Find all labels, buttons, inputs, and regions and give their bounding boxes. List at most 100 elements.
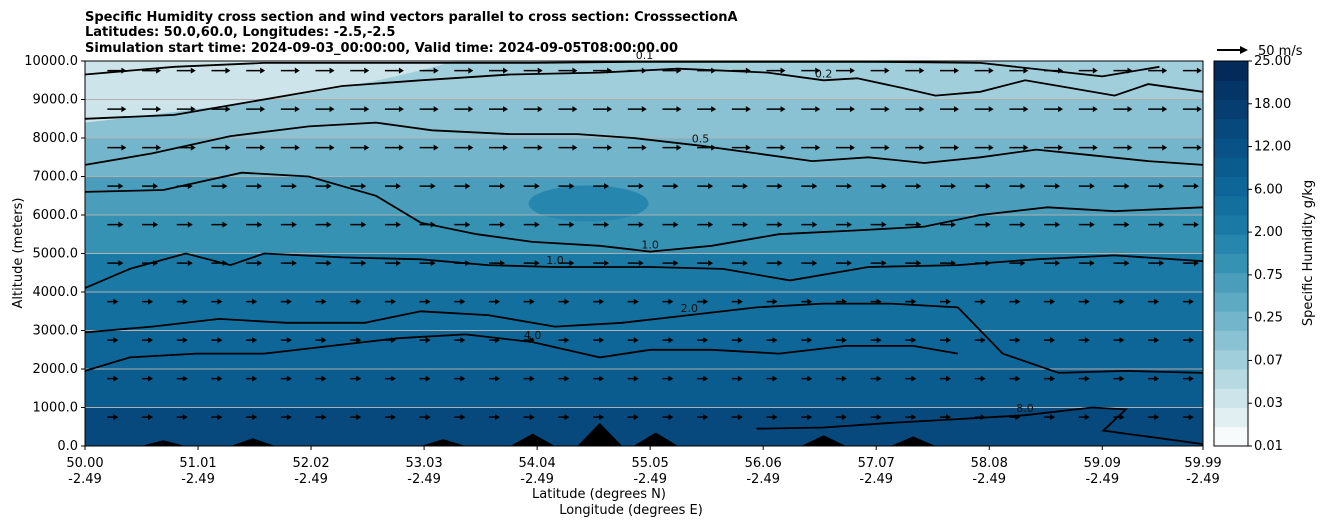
wind-arrow-head: [815, 67, 821, 74]
wind-arrow-head: [217, 337, 223, 344]
wind-arrow-head: [182, 337, 188, 344]
wind-arrow-head: [500, 260, 506, 267]
colorbar-tick-label: 0.25: [1254, 311, 1283, 326]
wind-arrow-head: [529, 337, 535, 344]
wind-arrow-head: [1159, 221, 1165, 228]
x-axis-label-latitude: Latitude (degrees N): [532, 487, 666, 502]
wind-arrow-head: [599, 375, 605, 382]
colorbar-tick-label: 6.00: [1254, 182, 1283, 197]
humidity-band: [85, 292, 1203, 331]
wind-arrow-head: [1188, 414, 1194, 421]
wind-arrow-head: [465, 221, 471, 228]
y-tick-label: 4000.0: [33, 285, 79, 300]
wind-arrow-head: [849, 144, 855, 151]
x-tick-label-lat: 55.05: [632, 456, 669, 471]
wind-arrow-head: [599, 414, 605, 421]
wind-arrow-head: [1023, 106, 1029, 113]
wind-arrow-head: [604, 221, 610, 228]
wind-arrow-head: [1162, 106, 1168, 113]
x-tick-label-lon: -2.49: [859, 472, 893, 487]
wind-arrow-head: [503, 106, 509, 113]
wind-arrow-head: [425, 337, 431, 344]
wind-arrow-head: [529, 375, 535, 382]
wind-arrow-head: [815, 106, 821, 113]
wind-arrow-head: [846, 221, 852, 228]
wind-arrow-head: [772, 375, 778, 382]
wind-arrow-head: [711, 144, 717, 151]
wind-arrow-head: [148, 337, 154, 344]
wind-arrow-head: [156, 144, 162, 151]
wind-arrow-head: [772, 337, 778, 344]
colorbar-segment: [1214, 99, 1248, 120]
wind-arrow-head: [745, 144, 751, 151]
colorbar-tick-label: 18.00: [1254, 97, 1291, 112]
wind-arrow-head: [919, 67, 925, 74]
colorbar: [1213, 60, 1249, 447]
wind-arrow-head: [1154, 337, 1160, 344]
wind-arrow-head: [252, 298, 258, 305]
wind-arrow-head: [222, 221, 228, 228]
x-tick-label-lat: 54.04: [519, 456, 556, 471]
contour-line-4.0: [84, 333, 959, 372]
colorbar-segment: [1214, 118, 1248, 139]
contour-label: 8.0: [1016, 402, 1034, 415]
wind-arrow-head: [572, 67, 578, 74]
colorbar-segment: [1214, 157, 1248, 177]
wind-arrow-head: [260, 67, 266, 74]
quiver-key-arrow-head: [1240, 46, 1248, 54]
colorbar-segment: [1214, 215, 1248, 235]
wind-arrow-head: [569, 221, 575, 228]
wind-arrow-head: [954, 67, 960, 74]
x-tick-label-lat: 52.02: [292, 456, 329, 471]
wind-arrow-head: [1089, 221, 1095, 228]
wind-arrow-head: [1015, 414, 1021, 421]
wind-arrow-head: [911, 375, 917, 382]
wind-arrow-head: [780, 144, 786, 151]
wind-arrow-head: [326, 183, 332, 190]
wind-arrow-head: [121, 106, 127, 113]
wind-arrow-head: [745, 106, 751, 113]
wind-arrow-head: [951, 183, 957, 190]
wind-arrow-head: [1050, 337, 1056, 344]
wind-arrow-head: [182, 414, 188, 421]
wind-arrow-head: [1124, 221, 1130, 228]
wind-arrow-head: [988, 67, 994, 74]
wind-arrow-head: [812, 183, 818, 190]
x-tick-label-lon: -2.49: [1085, 472, 1119, 487]
wind-arrow-head: [398, 67, 404, 74]
wind-arrow-head: [1058, 67, 1064, 74]
colorbar-segment: [1214, 234, 1248, 254]
x-tick-label-lon: -2.49: [972, 472, 1006, 487]
wind-arrow-head: [985, 221, 991, 228]
wind-arrow-head: [257, 221, 263, 228]
wind-arrow-head: [291, 221, 297, 228]
wind-arrow-head: [1119, 337, 1125, 344]
wind-arrow-head: [321, 375, 327, 382]
wind-arrow-head: [916, 183, 922, 190]
wind-arrow-head: [946, 337, 952, 344]
wind-arrow-head: [113, 375, 119, 382]
y-tick-label: 7000.0: [33, 170, 79, 185]
colorbar-segment: [1214, 369, 1248, 389]
colorbar-segment: [1214, 311, 1248, 331]
wind-arrow-head: [1023, 67, 1029, 74]
wind-arrow-head: [121, 144, 127, 151]
wind-arrow-head: [1023, 144, 1029, 151]
wind-arrow-head: [430, 260, 436, 267]
wind-arrow-head: [395, 221, 401, 228]
wind-arrow-head: [291, 183, 297, 190]
wind-arrow-head: [1084, 375, 1090, 382]
wind-arrow-head: [329, 144, 335, 151]
wind-arrow-head: [294, 67, 300, 74]
wind-arrow-head: [742, 260, 748, 267]
wind-arrow-head: [153, 260, 159, 267]
contour-label: 4.0: [524, 329, 542, 342]
wind-arrow-head: [361, 221, 367, 228]
wind-arrow-head: [260, 106, 266, 113]
wind-arrow-head: [1188, 337, 1194, 344]
wind-arrow-head: [742, 221, 748, 228]
wind-arrow-head: [148, 375, 154, 382]
wind-arrow-head: [638, 221, 644, 228]
x-tick-label-lat: 50.00: [66, 456, 103, 471]
wind-arrow-head: [946, 414, 952, 421]
